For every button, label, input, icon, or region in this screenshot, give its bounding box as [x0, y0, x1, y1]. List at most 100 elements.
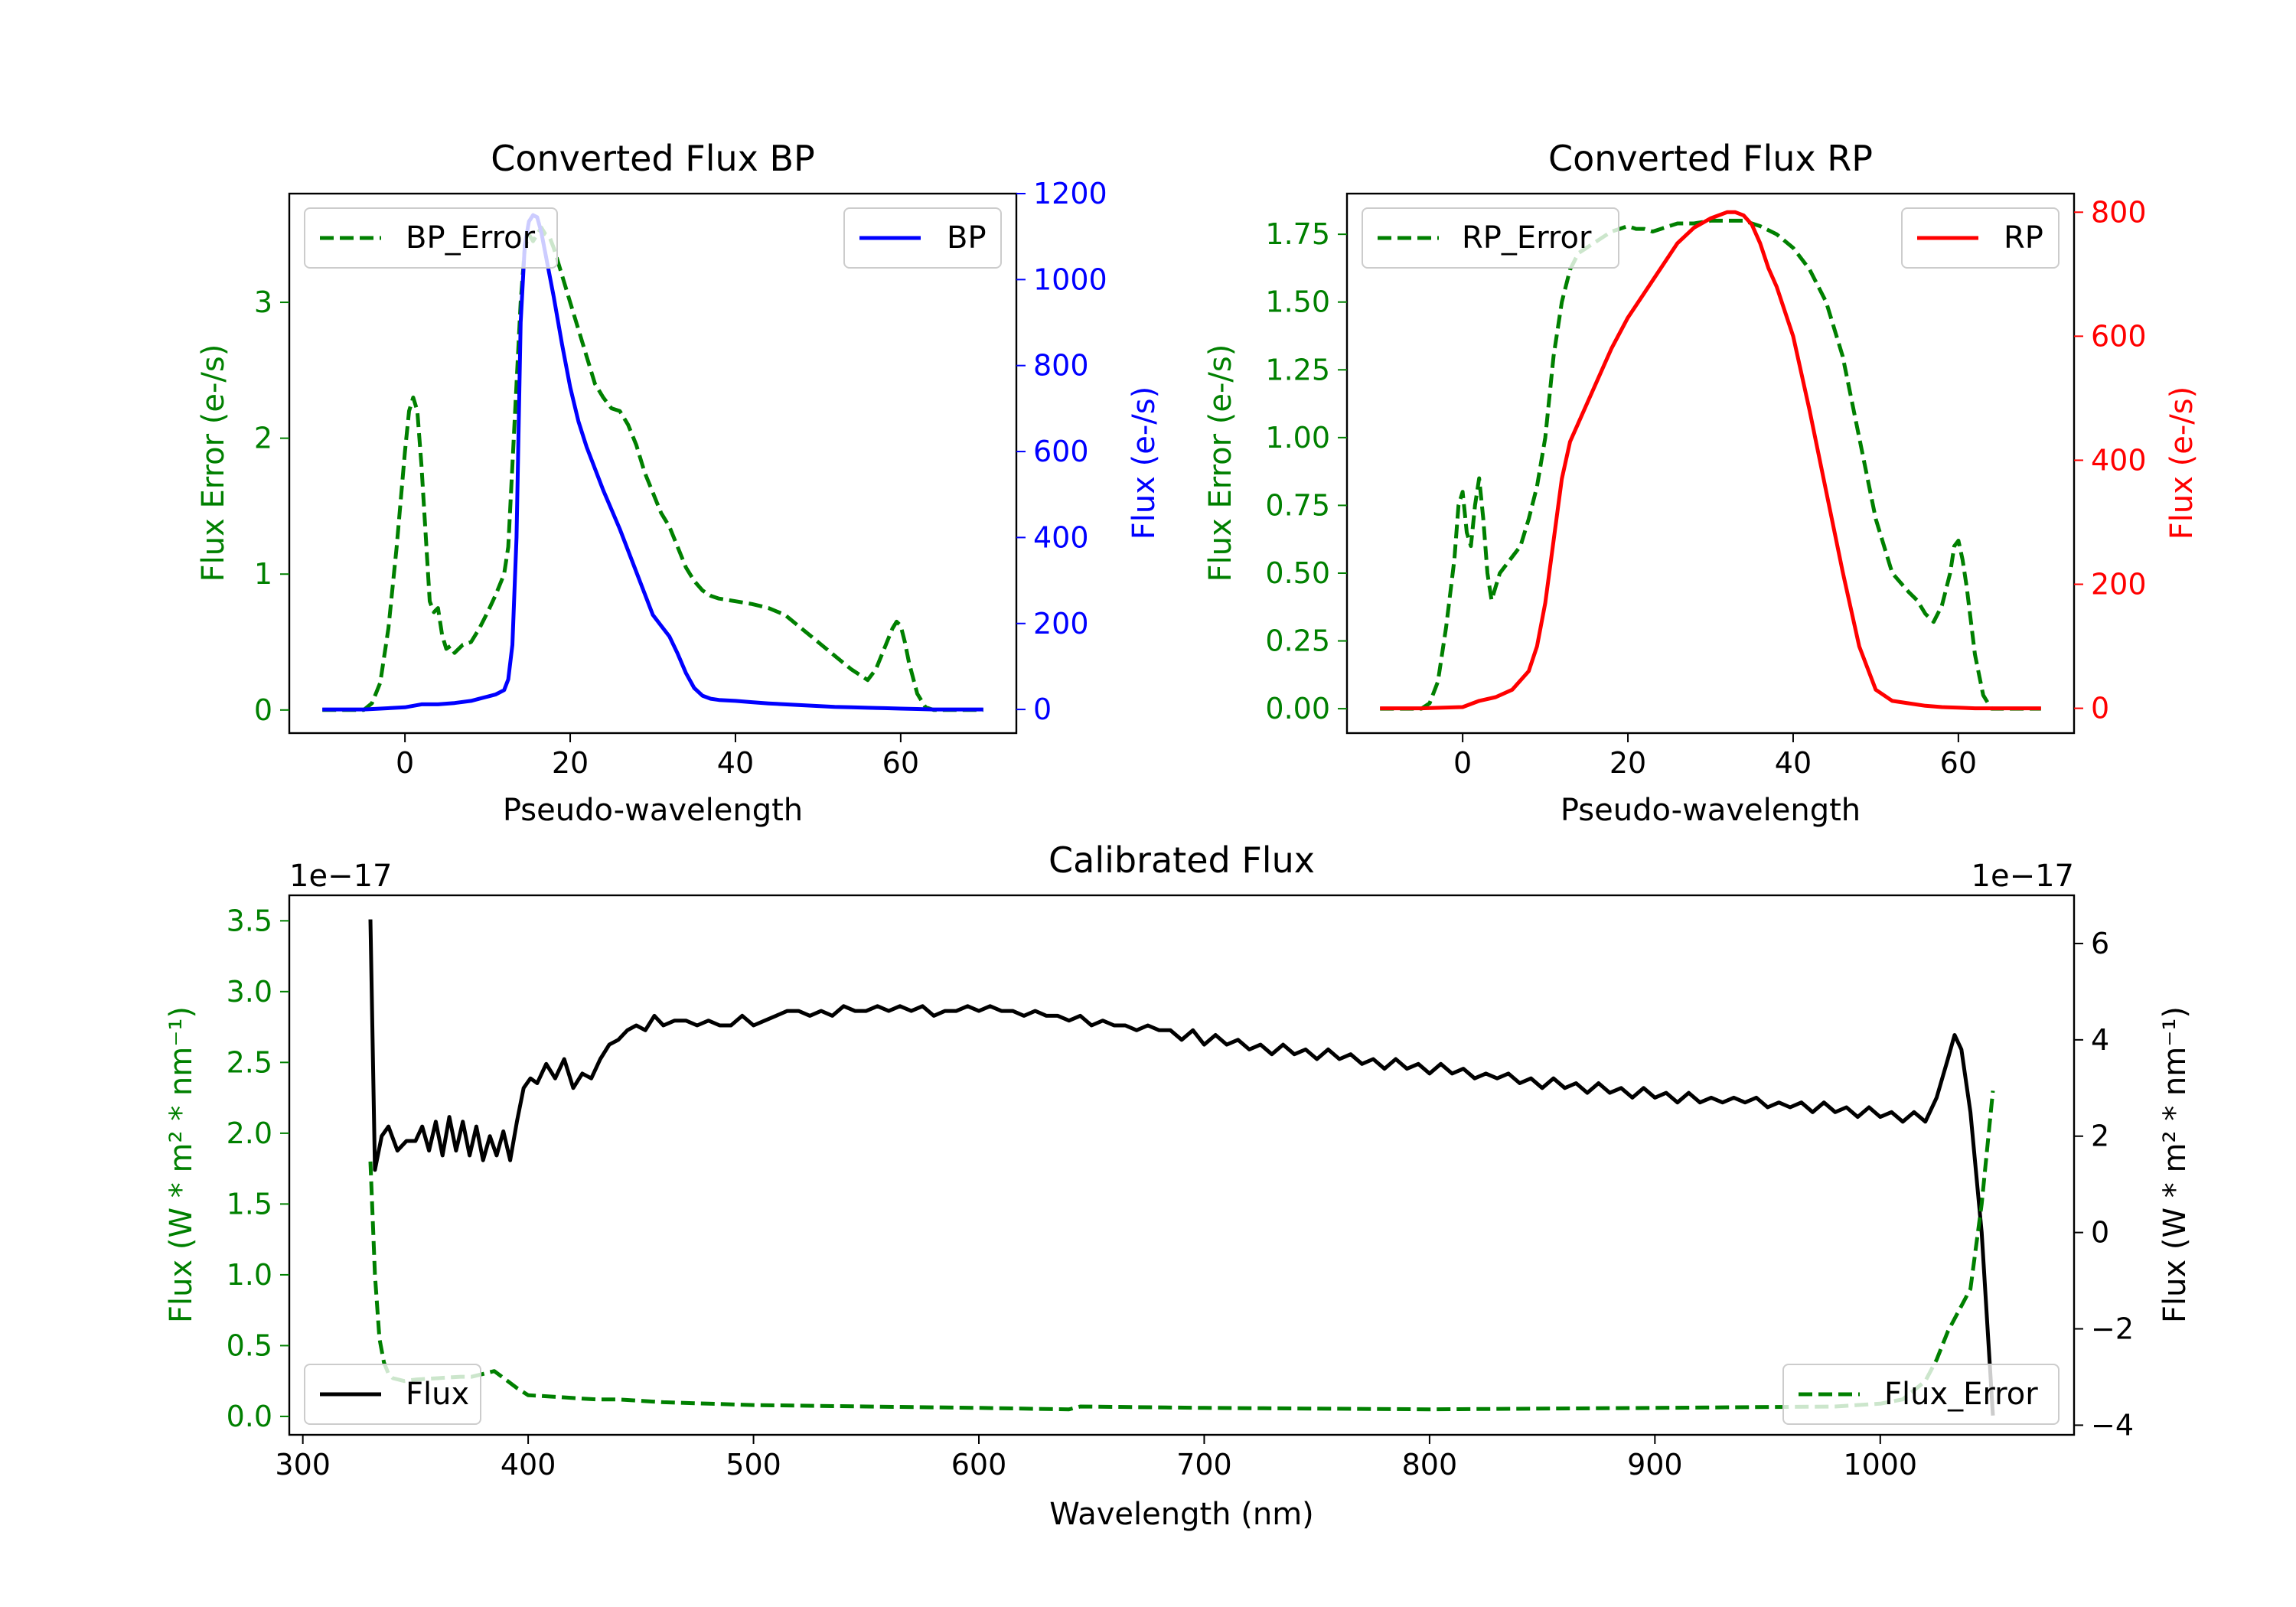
cal-x-tick-label: 700 [1176, 1448, 1232, 1482]
rp-left-axis-label: Flux Error (e-/s) [1203, 344, 1238, 582]
cal-right-tick-label: 0 [2091, 1216, 2109, 1250]
bp-right-tick-label: 600 [1033, 435, 1089, 468]
bp-left-tick-label: 1 [254, 557, 272, 591]
rp-x-tick-label: 40 [1775, 746, 1812, 780]
rp-x-axis-label: Pseudo-wavelength [1561, 793, 1861, 828]
bp-x-tick-label: 60 [882, 746, 919, 780]
bp-legend-flux: BP [843, 207, 1002, 269]
bp-left-ticks: 0 1 2 3 [254, 285, 289, 727]
cal-left-tick-label: 3.0 [227, 975, 272, 1009]
rp-left-tick-label: 1.00 [1265, 421, 1330, 455]
cal-left-tick-label: 2.5 [227, 1045, 272, 1079]
rp-right-tick-label: 800 [2091, 195, 2147, 229]
rp-left-tick-label: 0.50 [1265, 556, 1330, 590]
cal-left-tick-label: 3.5 [227, 904, 272, 937]
rp-legend-error-label: RP_Error [1462, 220, 1592, 256]
rp-plot-area [1380, 210, 2041, 711]
rp-right-tick-label: 200 [2091, 568, 2147, 601]
rp-left-tick-label: 0.00 [1265, 692, 1330, 725]
bp-x-tick-label: 20 [552, 746, 589, 780]
bp-right-tick-label: 800 [1033, 349, 1089, 383]
cal-axes-frame [288, 894, 2076, 1436]
cal-legend-flux: Flux [304, 1364, 481, 1425]
rp-x-tick-label: 0 [1453, 746, 1472, 780]
cal-x-tick-label: 1000 [1843, 1448, 1917, 1482]
rp-legend-flux: RP [1901, 207, 2060, 269]
cal-plot-area [368, 919, 1995, 1416]
rp-right-tick-label: 0 [2091, 692, 2109, 725]
rp-right-tick-label: 600 [2091, 319, 2147, 353]
cal-x-tick-label: 900 [1627, 1448, 1683, 1482]
cal-right-tick-label: 6 [2091, 927, 2109, 960]
bp-left-tick-label: 3 [254, 285, 272, 319]
bp-legend-flux-label: BP [947, 220, 987, 256]
cal-left-axis-label: Flux (W * m² * nm⁻¹) [164, 1006, 199, 1323]
rp-axes-frame [1345, 192, 2076, 735]
rp-left-tick-label: 1.75 [1265, 217, 1330, 251]
cal-series-flux [368, 919, 1995, 1416]
cal-legend-error: Flux_Error [1782, 1364, 2060, 1425]
bp-right-tick-label: 1200 [1033, 177, 1107, 210]
cal-x-ticks: 300 400 500 600 700 800 900 1000 [275, 1435, 1917, 1482]
rp-left-tick-label: 1.50 [1265, 285, 1330, 319]
cal-right-tick-label: −2 [2091, 1312, 2134, 1346]
rp-series-rp-error [1380, 218, 2041, 711]
cal-left-tick-label: 0.5 [227, 1328, 272, 1362]
cal-left-ticks: 0.0 0.5 1.0 1.5 2.0 2.5 3.0 3.5 [227, 904, 289, 1433]
cal-x-axis-label: Wavelength (nm) [1049, 1497, 1314, 1532]
bp-title: Converted Flux BP [491, 138, 815, 179]
cal-left-tick-label: 0.0 [227, 1400, 272, 1433]
cal-x-tick-label: 600 [951, 1448, 1007, 1482]
bp-x-axis-label: Pseudo-wavelength [503, 793, 803, 828]
rp-x-tick-label: 60 [1940, 746, 1977, 780]
cal-left-offset: 1e−17 [289, 859, 392, 894]
cal-left-tick-label: 1.0 [227, 1258, 272, 1292]
cal-right-ticks: −4 −2 0 2 4 6 [2074, 927, 2134, 1442]
bp-series-bp [322, 213, 983, 712]
cal-legend-error-label: Flux_Error [1884, 1377, 2038, 1412]
bp-x-ticks: 0 20 40 60 [396, 733, 919, 780]
cal-right-tick-label: 4 [2091, 1023, 2109, 1057]
bp-left-tick-label: 0 [254, 693, 272, 727]
bp-x-tick-label: 0 [396, 746, 414, 780]
bp-right-axis-label: Flux (e-/s) [1127, 386, 1162, 539]
rp-panel: Converted Flux RP 0 20 40 60 0.000.250.500.… [1203, 138, 2200, 828]
cal-title: Calibrated Flux [1049, 839, 1315, 881]
bp-right-tick-label: 1000 [1033, 262, 1107, 296]
cal-x-tick-label: 500 [726, 1448, 781, 1482]
bp-series-bp-error [322, 225, 983, 712]
rp-left-tick-label: 1.25 [1265, 353, 1330, 386]
bp-right-tick-label: 400 [1033, 520, 1089, 554]
calibrated-panel: Calibrated Flux 1e−17 1e−17 300 400 500 600… [164, 839, 2193, 1532]
rp-left-ticks: 0.00 0.25 0.50 0.75 1.00 1.25 1.50 1.75 [1265, 217, 1347, 725]
rp-right-axis-label: Flux (e-/s) [2164, 386, 2200, 539]
rp-left-tick-label: 0.75 [1265, 488, 1330, 522]
rp-title: Converted Flux RP [1548, 138, 1873, 179]
bp-right-tick-label: 0 [1033, 693, 1052, 726]
rp-right-ticks: 0 200 400 600 800 [2074, 195, 2147, 725]
rp-series-rp [1380, 210, 2041, 711]
bp-legend-error-label: BP_Error [406, 220, 536, 256]
cal-left-tick-label: 1.5 [227, 1187, 272, 1221]
bp-x-tick-label: 40 [717, 746, 754, 780]
cal-series-flux-error [368, 1090, 1995, 1412]
bp-right-ticks: 0 200 400 600 800 1000 1200 [1016, 177, 1107, 726]
bp-plot-area [322, 213, 983, 712]
cal-right-offset: 1e−17 [1971, 859, 2074, 894]
rp-left-tick-label: 0.25 [1265, 624, 1330, 658]
cal-x-tick-label: 400 [501, 1448, 556, 1482]
bp-right-tick-label: 200 [1033, 607, 1089, 641]
bp-legend-error: BP_Error [304, 207, 558, 269]
bp-axes-frame [288, 192, 1018, 735]
cal-x-tick-label: 800 [1402, 1448, 1458, 1482]
rp-legend-flux-label: RP [2004, 220, 2043, 256]
bp-panel: Converted Flux BP 0 20 40 60 0 1 2 3 0 200 400 60… [196, 138, 1162, 828]
cal-right-tick-label: −4 [2091, 1408, 2134, 1442]
rp-x-tick-label: 20 [1609, 746, 1646, 780]
rp-x-ticks: 0 20 40 60 [1453, 733, 1977, 780]
bp-left-axis-label: Flux Error (e-/s) [196, 344, 231, 582]
bp-left-tick-label: 2 [254, 422, 272, 455]
cal-legend-flux-label: Flux [406, 1377, 469, 1412]
rp-right-tick-label: 400 [2091, 443, 2147, 477]
